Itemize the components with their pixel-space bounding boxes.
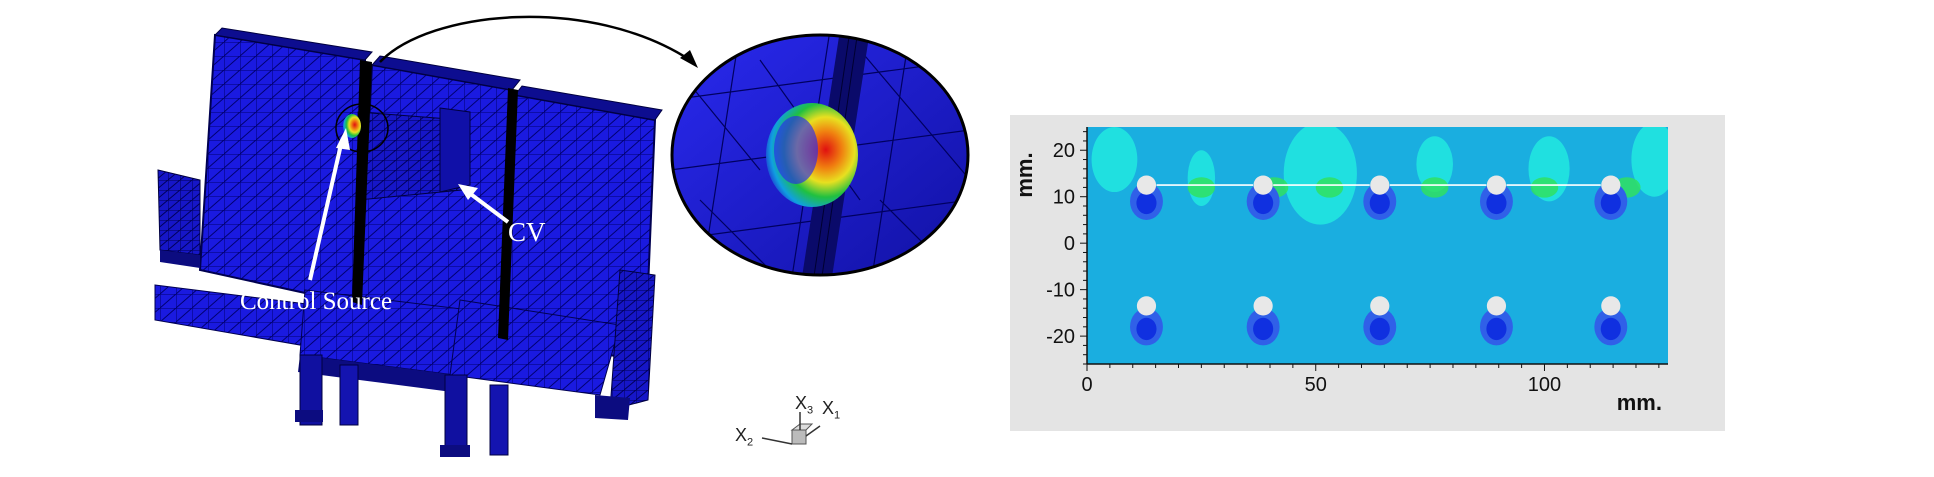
bottom-hole-3: [1486, 296, 1507, 316]
bottom-hole-2: [1370, 296, 1390, 316]
seat-mesh-figure: Control Source CV X3 X1 X2: [154, 15, 970, 457]
top-hole-2: [1370, 175, 1390, 195]
y-tick-label: -20: [1046, 326, 1075, 348]
light-plume-3: [1416, 136, 1453, 193]
axis-x3-label: X3: [795, 393, 814, 417]
top-hole-4: [1601, 175, 1621, 195]
y-axis-label: mm.: [1012, 152, 1037, 197]
top-wake-core-2: [1369, 191, 1390, 215]
top-hole-0: [1136, 175, 1157, 195]
top-wake-core-1: [1253, 191, 1274, 215]
top-wake-core-4: [1600, 191, 1621, 215]
bottom-wake-core-2: [1369, 317, 1390, 341]
control-source-highlight-ring: [335, 103, 389, 153]
light-plume-2: [1283, 127, 1357, 225]
green-spot-4: [1530, 177, 1559, 198]
bottom-hole-1: [1253, 296, 1273, 316]
top-hole-3: [1486, 175, 1507, 195]
axis-x2-label: X2: [735, 425, 754, 449]
cv-label: CV: [508, 217, 546, 247]
x-tick-label: 0: [1081, 374, 1092, 396]
bottom-hole-4: [1601, 296, 1621, 316]
x-tick-label: 100: [1528, 374, 1561, 396]
cv-pointer: [466, 190, 510, 224]
bottom-wake-core-4: [1600, 317, 1621, 341]
green-spot-0: [1187, 177, 1216, 198]
axis-triad: [761, 412, 821, 445]
zoom-arrow: [379, 15, 691, 63]
contour-plot: 20 10 0 -10 -20 0 50 100 mm. mm.: [1010, 115, 1725, 431]
axis-x1-label: X1: [822, 398, 841, 422]
bottom-wake-core-1: [1253, 317, 1274, 341]
y-tick-label: 0: [1064, 233, 1075, 255]
control-source-blob: [343, 114, 361, 138]
top-wake-core-0: [1136, 191, 1157, 215]
top-hole-1: [1253, 175, 1273, 195]
bottom-wake-core-3: [1486, 317, 1507, 341]
light-plume-0: [1091, 127, 1138, 193]
contour-field: [1087, 127, 1668, 364]
bottom-wake-core-0: [1136, 317, 1157, 341]
left-seat: [154, 27, 373, 346]
top-wake-core-3: [1486, 191, 1507, 215]
green-spot-3: [1420, 177, 1449, 198]
control-source-label: Control Source: [240, 288, 393, 315]
zoom-inset: [672, 35, 968, 275]
green-spot-2: [1315, 177, 1344, 198]
y-tick-label: 10: [1053, 187, 1075, 209]
bottom-hole-0: [1136, 296, 1157, 316]
y-tick-label: 20: [1053, 140, 1075, 162]
seat-mesh-illustration: [154, 15, 970, 457]
control-source-pointer: [308, 139, 344, 281]
x-axis-label: mm.: [1617, 390, 1662, 415]
right-seat: [440, 85, 663, 457]
x-tick-label: 50: [1305, 374, 1327, 396]
light-plume-5: [1631, 127, 1668, 197]
y-tick-label: -10: [1046, 280, 1075, 302]
